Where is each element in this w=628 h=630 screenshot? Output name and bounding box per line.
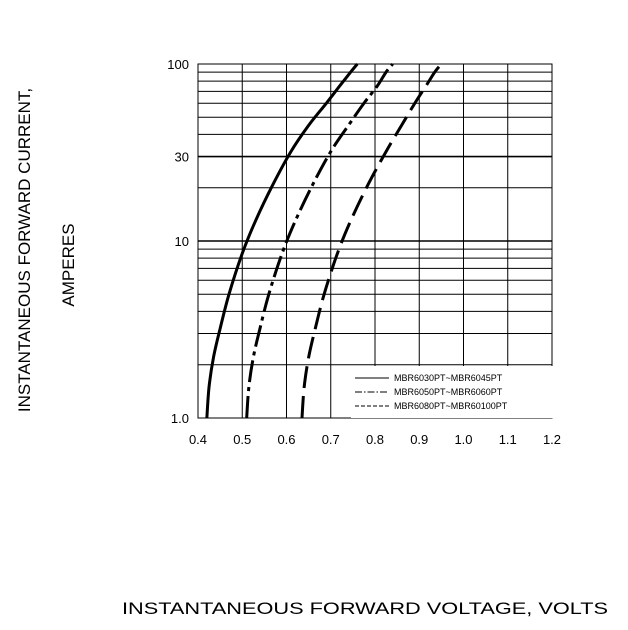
legend: MBR6030PT~MBR6045PT MBR6050PT~MBR6060PT MB… (351, 366, 554, 418)
legend-label: MBR6080PT~MBR60100PT (394, 401, 508, 411)
x-tick-label: 0.6 (277, 432, 295, 447)
y-tick-label: 30 (175, 150, 189, 165)
y-axis-title-line1: INSTANTANEOUS FORWARD CURRENT, (15, 88, 34, 412)
x-tick-labels: 0.4 0.5 0.6 0.7 0.8 0.9 1.0 1.1 1.2 (189, 432, 561, 447)
y-axis-title-line2: AMPERES (59, 223, 78, 306)
x-tick-label: 0.4 (189, 432, 207, 447)
y-tick-label: 1.0 (171, 411, 189, 426)
x-tick-label: 0.9 (410, 432, 428, 447)
series-line-1 (205, 63, 359, 419)
y-tick-label: 10 (175, 234, 189, 249)
series-layer (205, 63, 443, 419)
series-line-2 (245, 63, 394, 419)
series-line-3 (300, 63, 443, 419)
x-tick-label: 1.1 (499, 432, 517, 447)
x-tick-label: 1.2 (543, 432, 561, 447)
x-axis-title: INSTANTANEOUS FORWARD VOLTAGE, VOLTS (122, 599, 608, 618)
y-tick-label: 100 (167, 57, 189, 72)
y-tick-labels: 1.0 10 30 100 (167, 57, 189, 426)
x-tick-label: 0.8 (366, 432, 384, 447)
legend-label: MBR6050PT~MBR6060PT (394, 387, 503, 397)
x-tick-label: 1.0 (454, 432, 472, 447)
x-tick-label: 0.7 (322, 432, 340, 447)
grid (197, 63, 553, 419)
legend-label: MBR6030PT~MBR6045PT (394, 373, 503, 383)
x-tick-label: 0.5 (233, 432, 251, 447)
